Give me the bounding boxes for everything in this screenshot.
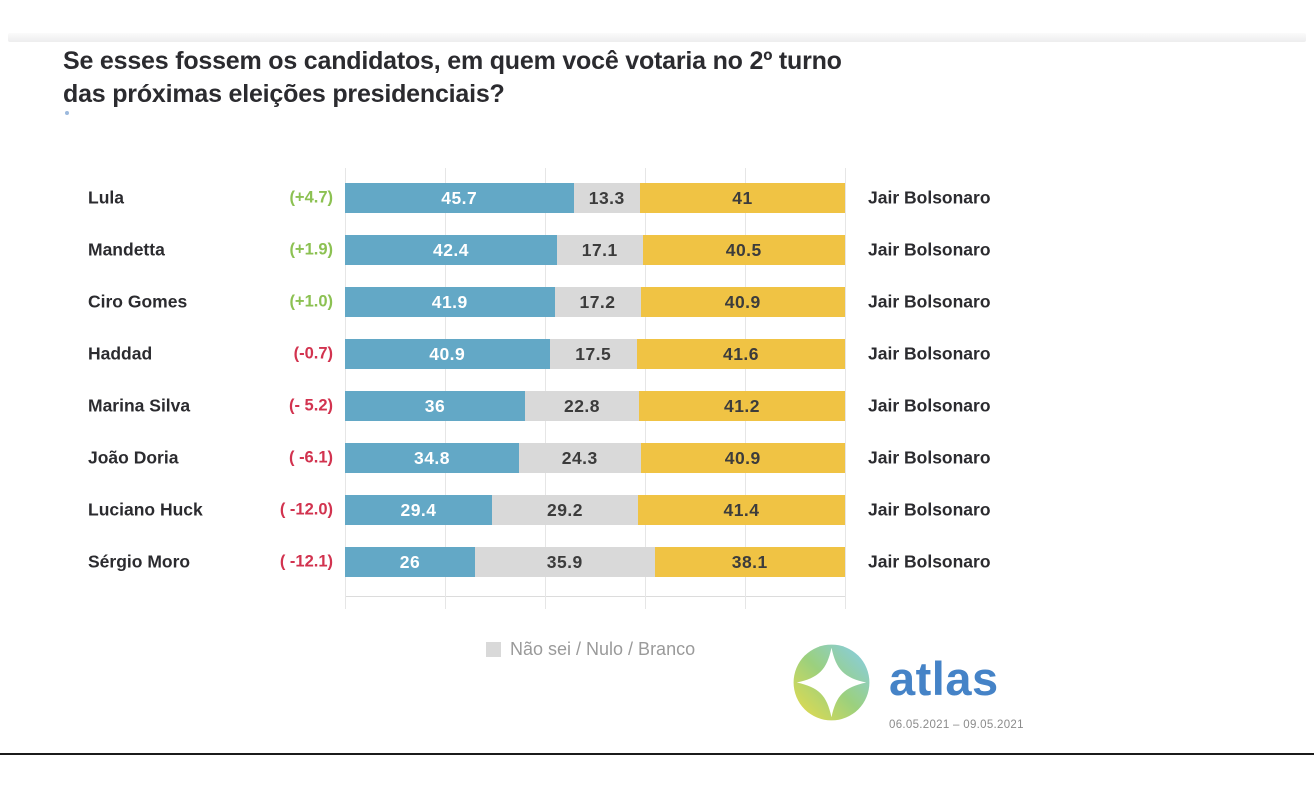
delta-label: (- 5.2) <box>288 396 333 415</box>
legend-swatch-undecided <box>486 642 501 657</box>
opponent-label: Jair Bolsonaro <box>868 499 991 520</box>
chart-row: Luciano Huck ( -12.0) 29.4 29.2 41.4 Jair Bol… <box>0 495 1314 525</box>
candidate-label: Luciano Huck <box>88 499 203 520</box>
top-divider <box>8 33 1306 42</box>
survey-dates: 06.05.2021 – 09.05.2021 <box>889 719 1024 731</box>
segment-bolsonaro: 41.2 <box>639 391 845 421</box>
page-title-line2: das próximas eleições presidenciais? <box>63 80 505 108</box>
plot-grid <box>345 168 846 609</box>
segment-bolsonaro: 38.1 <box>654 547 845 577</box>
stacked-bar: 26 35.9 38.1 <box>345 547 845 577</box>
segment-undecided: 17.5 <box>549 339 637 369</box>
bottom-divider <box>0 753 1314 755</box>
gridline <box>745 168 746 597</box>
opponent-label: Jair Bolsonaro <box>868 291 991 312</box>
delta-label: (+1.0) <box>289 292 333 311</box>
opponent-label: Jair Bolsonaro <box>868 395 991 416</box>
axis-tick <box>845 597 846 609</box>
chart-row: Sérgio Moro ( -12.1) 26 35.9 38.1 Jair Bolson… <box>0 547 1314 577</box>
title-stray-dot <box>65 111 69 115</box>
segment-undecided: 35.9 <box>475 547 655 577</box>
delta-label: ( -12.0) <box>279 500 333 519</box>
delta-label: ( -6.1) <box>288 448 333 467</box>
gridline <box>545 168 546 597</box>
stacked-bar: 40.9 17.5 41.6 <box>345 339 845 369</box>
chart-row: Marina Silva (- 5.2) 36 22.8 41.2 Jair Bolson… <box>0 391 1314 421</box>
opponent-label: Jair Bolsonaro <box>868 343 991 364</box>
segment-undecided: 17.1 <box>557 235 643 265</box>
segment-candidate: 26 <box>345 547 475 577</box>
legend: Não sei / Nulo / Branco <box>486 639 695 660</box>
axis-tick <box>445 597 446 609</box>
delta-label: (-0.7) <box>293 344 333 363</box>
axis-tick <box>745 597 746 609</box>
candidate-label: Sérgio Moro <box>88 551 191 572</box>
delta-label: (+4.7) <box>289 188 333 207</box>
candidate-label: João Doria <box>88 447 179 468</box>
segment-bolsonaro: 41.6 <box>637 339 845 369</box>
segment-candidate: 40.9 <box>345 339 550 369</box>
page-title: Se esses fossem os candidatos, em quem v… <box>63 45 842 111</box>
axis-tick <box>645 597 646 609</box>
opponent-label: Jair Bolsonaro <box>868 447 991 468</box>
gridline <box>445 168 446 597</box>
gridline <box>845 168 846 597</box>
candidate-label: Lula <box>88 187 124 208</box>
stacked-bar: 29.4 29.2 41.4 <box>345 495 845 525</box>
opponent-label: Jair Bolsonaro <box>868 239 991 260</box>
candidate-label: Haddad <box>88 343 153 364</box>
segment-candidate: 45.7 <box>345 183 574 213</box>
axis-tick <box>545 597 546 609</box>
opponent-label: Jair Bolsonaro <box>868 187 991 208</box>
candidate-label: Marina Silva <box>88 395 191 416</box>
stacked-bar: 42.4 17.1 40.5 <box>345 235 845 265</box>
segment-candidate: 42.4 <box>345 235 557 265</box>
chart-row: Lula (+4.7) 45.7 13.3 41 Jair Bolsonaro <box>0 183 1314 213</box>
segment-undecided: 17.2 <box>554 287 641 317</box>
stacked-bar: 34.8 24.3 40.9 <box>345 443 845 473</box>
segment-undecided: 24.3 <box>519 443 641 473</box>
segment-bolsonaro: 40.9 <box>640 443 845 473</box>
chart-row: Haddad (-0.7) 40.9 17.5 41.6 Jair Bolsonaro <box>0 339 1314 369</box>
atlas-logo-icon <box>792 643 871 722</box>
segment-bolsonaro: 41 <box>640 183 845 213</box>
segment-candidate: 34.8 <box>345 443 519 473</box>
candidate-label: Ciro Gomes <box>88 291 188 312</box>
stacked-bar: 41.9 17.2 40.9 <box>345 287 845 317</box>
segment-bolsonaro: 41.4 <box>638 495 845 525</box>
page-title-line1: Se esses fossem os candidatos, em quem v… <box>63 47 842 75</box>
axis-tick <box>345 597 346 609</box>
opponent-label: Jair Bolsonaro <box>868 551 991 572</box>
delta-label: ( -12.1) <box>279 552 333 571</box>
segment-candidate: 36 <box>345 391 525 421</box>
delta-label: (+1.9) <box>289 240 333 259</box>
segment-bolsonaro: 40.5 <box>642 235 845 265</box>
chart-row: Mandetta (+1.9) 42.4 17.1 40.5 Jair Bolsonaro <box>0 235 1314 265</box>
gridline <box>645 168 646 597</box>
segment-undecided: 29.2 <box>492 495 638 525</box>
candidate-label: Mandetta <box>88 239 165 260</box>
segment-candidate: 41.9 <box>345 287 555 317</box>
atlas-logo-wordmark: atlas <box>889 652 999 705</box>
stacked-bar: 45.7 13.3 41 <box>345 183 845 213</box>
chart-row: Ciro Gomes (+1.0) 41.9 17.2 40.9 Jair Bolsona… <box>0 287 1314 317</box>
chart-row: João Doria ( -6.1) 34.8 24.3 40.9 Jair Bolson… <box>0 443 1314 473</box>
x-axis-line <box>345 596 846 597</box>
gridline <box>345 168 346 597</box>
legend-label: Não sei / Nulo / Branco <box>510 639 696 659</box>
segment-undecided: 13.3 <box>573 183 640 213</box>
segment-undecided: 22.8 <box>525 391 639 421</box>
segment-candidate: 29.4 <box>345 495 492 525</box>
stacked-bar: 36 22.8 41.2 <box>345 391 845 421</box>
segment-bolsonaro: 40.9 <box>640 287 845 317</box>
